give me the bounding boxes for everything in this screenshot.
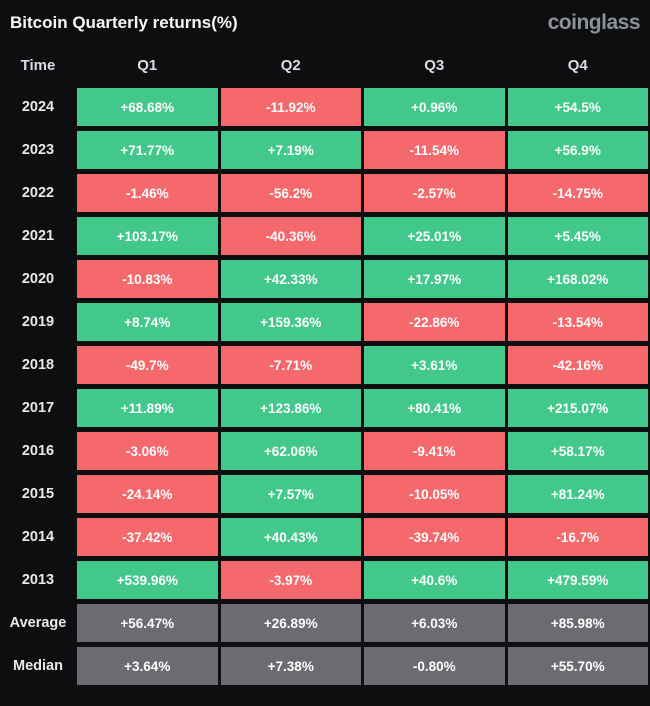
value-cell: +17.97% bbox=[364, 260, 505, 298]
value-cell: -7.71% bbox=[220, 346, 361, 384]
row-label: 2013 bbox=[21, 572, 55, 588]
value-cell: -49.7% bbox=[77, 346, 218, 384]
column-header-time: Time bbox=[20, 56, 56, 74]
table-row: 2013 +539.96% -3.97% +40.6% +479.59% bbox=[2, 561, 648, 599]
row-label: 2020 bbox=[21, 271, 55, 287]
value-cell: -22.86% bbox=[364, 303, 505, 341]
value-cell: +159.36% bbox=[220, 303, 361, 341]
value-cell: +6.03% bbox=[364, 604, 505, 642]
value-cell: +81.24% bbox=[507, 475, 648, 513]
value-cell: +58.17% bbox=[507, 432, 648, 470]
value-cell: -11.92% bbox=[220, 88, 361, 126]
row-label: 2016 bbox=[21, 443, 55, 459]
value-cell: +3.61% bbox=[364, 346, 505, 384]
value-cell: +85.98% bbox=[507, 604, 648, 642]
value-cell: +3.64% bbox=[77, 647, 218, 685]
table-row: 2016 -3.06% +62.06% -9.41% +58.17% bbox=[2, 432, 648, 470]
column-header-q4: Q4 bbox=[567, 56, 588, 74]
value-cell: -39.74% bbox=[364, 518, 505, 556]
value-cell: +71.77% bbox=[77, 131, 218, 169]
value-cell: +56.9% bbox=[507, 131, 648, 169]
table-row: 2023 +71.77% +7.19% -11.54% +56.9% bbox=[2, 131, 648, 169]
value-cell: +539.96% bbox=[77, 561, 218, 599]
value-cell: +168.02% bbox=[507, 260, 648, 298]
value-cell: -24.14% bbox=[77, 475, 218, 513]
value-cell: +26.89% bbox=[220, 604, 361, 642]
row-label: Average bbox=[9, 615, 67, 631]
value-cell: -14.75% bbox=[507, 174, 648, 212]
value-cell: +11.89% bbox=[77, 389, 218, 427]
value-cell: +7.38% bbox=[220, 647, 361, 685]
value-cell: -10.83% bbox=[77, 260, 218, 298]
value-cell: +54.5% bbox=[507, 88, 648, 126]
value-cell: +42.33% bbox=[220, 260, 361, 298]
coinglass-logo: coinglass bbox=[547, 11, 641, 34]
table-row: 2021 +103.17% -40.36% +25.01% +5.45% bbox=[2, 217, 648, 255]
value-cell: +40.6% bbox=[364, 561, 505, 599]
column-header-q2: Q2 bbox=[280, 56, 301, 74]
table-row: 2020 -10.83% +42.33% +17.97% +168.02% bbox=[2, 260, 648, 298]
row-label: 2015 bbox=[21, 486, 55, 502]
value-cell: +68.68% bbox=[77, 88, 218, 126]
value-cell: +0.96% bbox=[364, 88, 505, 126]
value-cell: +5.45% bbox=[507, 217, 648, 255]
row-label: 2023 bbox=[21, 142, 55, 158]
value-cell: +62.06% bbox=[220, 432, 361, 470]
value-cell: -40.36% bbox=[220, 217, 361, 255]
value-cell: -3.06% bbox=[77, 432, 218, 470]
value-cell: -0.80% bbox=[364, 647, 505, 685]
value-cell: +8.74% bbox=[77, 303, 218, 341]
value-cell: -13.54% bbox=[507, 303, 648, 341]
topbar: Bitcoin Quarterly returns(%) coinglass bbox=[0, 0, 650, 38]
value-cell: +215.07% bbox=[507, 389, 648, 427]
column-header-q3: Q3 bbox=[424, 56, 445, 74]
value-cell: -1.46% bbox=[77, 174, 218, 212]
column-header-q1: Q1 bbox=[137, 56, 158, 74]
value-cell: -9.41% bbox=[364, 432, 505, 470]
table-row: 2022 -1.46% -56.2% -2.57% -14.75% bbox=[2, 174, 648, 212]
row-label: 2024 bbox=[21, 99, 55, 115]
row-label: 2017 bbox=[21, 400, 55, 416]
row-label: 2018 bbox=[21, 357, 55, 373]
value-cell: -10.05% bbox=[364, 475, 505, 513]
table-body: 2024 +68.68% -11.92% +0.96% +54.5% 2023 +71.77… bbox=[2, 88, 648, 685]
value-cell: +55.70% bbox=[507, 647, 648, 685]
value-cell: -3.97% bbox=[220, 561, 361, 599]
value-cell: -11.54% bbox=[364, 131, 505, 169]
value-cell: -37.42% bbox=[77, 518, 218, 556]
row-label: 2014 bbox=[21, 529, 55, 545]
table-row: 2017 +11.89% +123.86% +80.41% +215.07% bbox=[2, 389, 648, 427]
value-cell: +56.47% bbox=[77, 604, 218, 642]
table-row: 2018 -49.7% -7.71% +3.61% -42.16% bbox=[2, 346, 648, 384]
value-cell: +7.19% bbox=[220, 131, 361, 169]
value-cell: +40.43% bbox=[220, 518, 361, 556]
value-cell: -42.16% bbox=[507, 346, 648, 384]
row-label: 2021 bbox=[21, 228, 55, 244]
table-row: 2014 -37.42% +40.43% -39.74% -16.7% bbox=[2, 518, 648, 556]
value-cell: +479.59% bbox=[507, 561, 648, 599]
value-cell: -56.2% bbox=[220, 174, 361, 212]
table-row: 2015 -24.14% +7.57% -10.05% +81.24% bbox=[2, 475, 648, 513]
value-cell: -2.57% bbox=[364, 174, 505, 212]
value-cell: +25.01% bbox=[364, 217, 505, 255]
value-cell: -16.7% bbox=[507, 518, 648, 556]
value-cell: +7.57% bbox=[220, 475, 361, 513]
value-cell: +103.17% bbox=[77, 217, 218, 255]
table-header-row: Time Q1 Q2 Q3 Q4 bbox=[2, 52, 648, 78]
row-label: 2022 bbox=[21, 185, 55, 201]
row-label: Median bbox=[13, 658, 63, 674]
row-label: 2019 bbox=[21, 314, 55, 330]
page-title: Bitcoin Quarterly returns(%) bbox=[10, 13, 238, 32]
returns-table: Time Q1 Q2 Q3 Q4 2024 +68.68% -11.92% +0.96% +54… bbox=[0, 52, 650, 685]
value-cell: +80.41% bbox=[364, 389, 505, 427]
table-row: Median +3.64% +7.38% -0.80% +55.70% bbox=[2, 647, 648, 685]
table-row: Average +56.47% +26.89% +6.03% +85.98% bbox=[2, 604, 648, 642]
table-row: 2019 +8.74% +159.36% -22.86% -13.54% bbox=[2, 303, 648, 341]
value-cell: +123.86% bbox=[220, 389, 361, 427]
table-row: 2024 +68.68% -11.92% +0.96% +54.5% bbox=[2, 88, 648, 126]
